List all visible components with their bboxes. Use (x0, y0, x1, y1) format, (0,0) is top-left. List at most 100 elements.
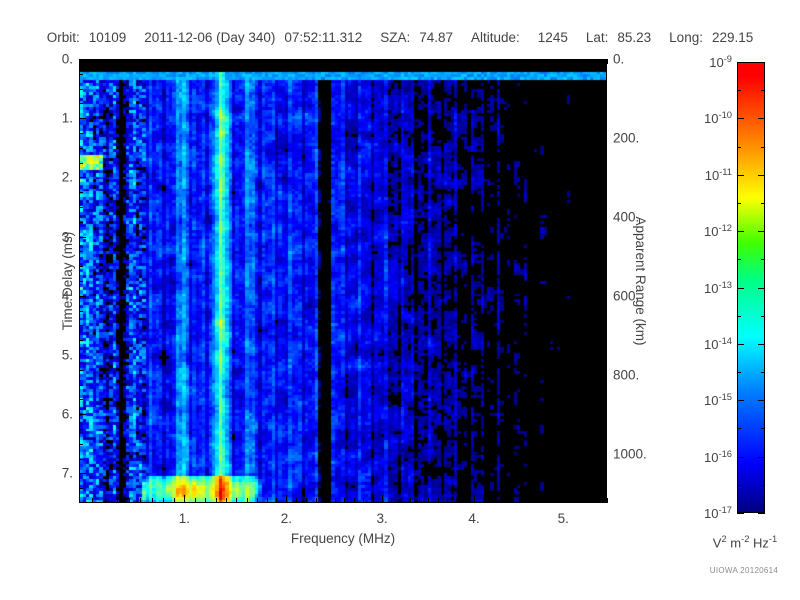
axis-tick (455, 59, 457, 64)
colorbar-tick (758, 287, 765, 289)
long-value: 229.15 (711, 30, 754, 45)
axis-tick (437, 59, 439, 64)
x-axis-title: Frequency (MHz) (290, 531, 396, 546)
y-axis-right-tick-label: 0. (613, 51, 625, 67)
axis-tick (79, 458, 83, 460)
axis-tick (464, 59, 466, 64)
axis-tick (173, 498, 175, 503)
colorbar-minor-tick (737, 428, 741, 430)
axis-tick (184, 59, 186, 67)
axis-tick (79, 384, 83, 386)
axis-tick (79, 162, 83, 164)
axis-tick (194, 59, 196, 64)
axis-tick (353, 59, 355, 64)
axis-tick (545, 59, 547, 64)
axis-tick (79, 177, 86, 179)
axis-tick (428, 59, 430, 64)
axis-tick (510, 59, 511, 64)
axis-tick (483, 59, 485, 64)
sza-value: 74.87 (419, 30, 454, 45)
axis-tick (79, 473, 86, 475)
y-axis-right-tick-label: 400. (613, 209, 640, 225)
axis-tick (276, 59, 278, 64)
x-axis-tick-label: 3. (376, 511, 388, 526)
axis-tick (455, 498, 457, 503)
axis-tick (79, 369, 83, 371)
axis-tick (286, 59, 288, 67)
axis-tick (173, 59, 175, 64)
y-axis-right-tick-label: 800. (613, 367, 640, 383)
axis-tick (372, 59, 374, 64)
axis-tick (140, 498, 142, 503)
colorbar-tick (737, 400, 744, 402)
y-axis-left-tick-label: 7. (61, 465, 73, 481)
colorbar-tick-label: 10-13 (704, 279, 732, 296)
axis-tick (391, 59, 393, 64)
y-axis-left-tick-label: 2. (61, 169, 73, 185)
axis-tick (79, 207, 83, 208)
colorbar-minor-tick (761, 315, 765, 317)
y-axis-left-tick-label: 1. (61, 110, 73, 126)
colorbar-tick (758, 400, 765, 402)
header-info: Orbit: 10109 2011-12-06 (Day 340) 07:52:11.… (0, 30, 800, 45)
colorbar-minor-tick (737, 202, 741, 204)
axis-tick (79, 147, 83, 149)
axis-tick (92, 59, 94, 64)
axis-tick (428, 498, 430, 503)
altitude-value: 1245 (537, 30, 568, 45)
axis-tick (151, 59, 153, 64)
lat-label: Lat: (585, 30, 609, 45)
axis-tick (600, 59, 607, 60)
axis-tick (410, 498, 412, 503)
axis-tick (79, 221, 83, 223)
colorbar-tick (737, 513, 744, 514)
axis-tick (603, 98, 607, 100)
axis-tick (79, 281, 83, 282)
axis-tick (226, 59, 228, 64)
y-axis-left-title: Time Delay (ms) (59, 231, 75, 331)
colorbar-tick-label: 10-14 (704, 335, 732, 353)
colorbar-tick (758, 118, 765, 120)
axis-tick (410, 59, 412, 64)
axis-tick (589, 59, 591, 64)
axis-tick (205, 498, 207, 503)
axis-tick (363, 498, 365, 503)
axis-tick (236, 498, 238, 503)
colorbar-tick-label: 10-17 (704, 504, 732, 522)
axis-tick (607, 59, 608, 64)
axis-tick (501, 498, 503, 503)
axis-tick (205, 59, 207, 64)
axis-tick (572, 59, 574, 64)
x-axis-tick-label: 1. (178, 511, 190, 526)
colorbar-minor-tick (737, 484, 741, 486)
axis-tick (598, 59, 600, 64)
axis-tick (501, 59, 503, 64)
axis-tick (391, 498, 393, 503)
y-axis-left-tick-label: 0. (61, 51, 73, 67)
colorbar-tick (737, 343, 744, 345)
axis-tick (446, 59, 448, 64)
y-axis-right-tick-label: 200. (613, 130, 640, 146)
colorbar-tick (758, 174, 765, 176)
axis-tick (162, 59, 164, 64)
axis-tick (266, 59, 268, 64)
x-axis-tick-label: 2. (280, 511, 292, 526)
colorbar-minor-tick (737, 372, 741, 374)
axis-tick (92, 498, 94, 503)
colorbar-minor-tick (761, 146, 765, 148)
axis-tick (600, 296, 607, 297)
axis-tick (446, 498, 448, 503)
axis-tick (572, 498, 574, 503)
axis-tick (79, 429, 83, 430)
colorbar-minor-tick (761, 90, 765, 92)
observation-time: 07:52:11.312 (284, 30, 363, 45)
orbit-label: Orbit: (46, 30, 80, 45)
axis-tick (79, 118, 86, 120)
axis-tick (464, 498, 466, 503)
axis-tick (554, 59, 556, 64)
axis-tick (580, 59, 582, 64)
axis-tick (510, 498, 511, 503)
axis-tick (79, 73, 83, 75)
axis-tick (492, 59, 494, 64)
observation-date: 2011-12-06 (Day 340) (144, 30, 276, 45)
